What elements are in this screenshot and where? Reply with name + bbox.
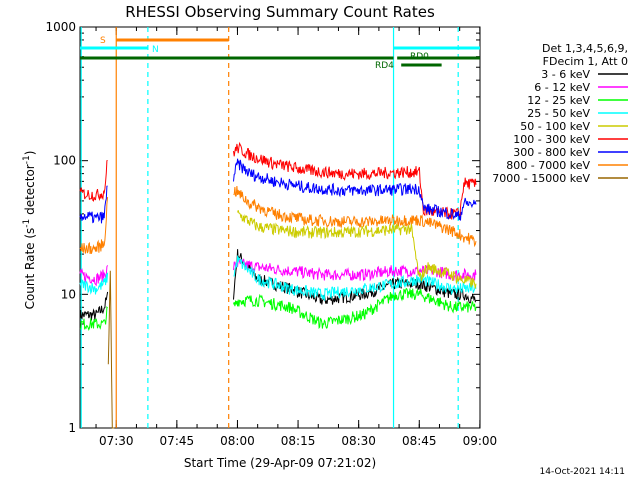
x-tick-label: 08:15 xyxy=(281,434,316,448)
y-tick-label: 1 xyxy=(68,421,76,435)
series-line-5 xyxy=(79,141,477,220)
series-line-0 xyxy=(79,249,477,322)
legend-label: 6 - 12 keV xyxy=(534,81,590,94)
region-label-s: S xyxy=(100,36,106,46)
series-line-3 xyxy=(79,255,477,302)
region-label-rd4: RD4 xyxy=(375,61,394,71)
x-tick-label: 08:45 xyxy=(402,434,437,448)
y-axis-label: Count Rate (s-1 detector-1) xyxy=(22,151,37,310)
timestamp: 14-Oct-2021 14:11 xyxy=(540,467,625,477)
legend-label: 7000 - 15000 keV xyxy=(492,172,590,185)
legend-label: 3 - 6 keV xyxy=(541,68,590,81)
series-line-8 xyxy=(107,270,115,429)
x-tick-label: 09:00 xyxy=(463,434,498,448)
legend-label: 50 - 100 keV xyxy=(520,120,590,133)
plot-frame xyxy=(79,26,481,429)
series-line-2 xyxy=(79,287,477,332)
x-axis-label: Start Time (29-Apr-09 07:21:02) xyxy=(184,456,376,470)
attenuator-region-bars: S N RD4 RD0 xyxy=(80,36,480,71)
legend-label: 25 - 50 keV xyxy=(527,107,590,120)
x-axis-ticks: 07:30 07:45 08:00 08:15 08:30 08:45 09:00 xyxy=(95,27,498,448)
x-tick-label: 08:30 xyxy=(341,434,376,448)
region-label-n: N xyxy=(152,45,159,55)
series-line-4 xyxy=(237,210,477,289)
chart-title: RHESSI Observing Summary Count Rates xyxy=(125,3,435,21)
y-tick-label: 1000 xyxy=(45,20,76,34)
y-tick-label: 10 xyxy=(61,287,76,301)
svg-text:Count Rate (s-1 detector-1): Count Rate (s-1 detector-1) xyxy=(22,151,37,310)
legend-label: 100 - 300 keV xyxy=(513,133,590,146)
x-tick-label: 07:30 xyxy=(99,434,134,448)
series-line-6 xyxy=(79,158,477,224)
legend-header-1: Det 1,3,4,5,6,9, xyxy=(542,42,628,55)
region-label-rd0: RD0 xyxy=(410,52,429,62)
y-tick-label: 100 xyxy=(53,154,76,168)
x-tick-label: 08:00 xyxy=(220,434,255,448)
series-lines xyxy=(79,141,477,429)
legend-header-2: FDecim 1, Att 0 xyxy=(543,55,628,68)
legend-label: 12 - 25 keV xyxy=(527,94,590,107)
legend-label: 300 - 800 keV xyxy=(513,146,590,159)
x-tick-label: 07:45 xyxy=(160,434,195,448)
legend-label: 800 - 7000 keV xyxy=(506,159,590,172)
series-line-7 xyxy=(79,185,477,255)
